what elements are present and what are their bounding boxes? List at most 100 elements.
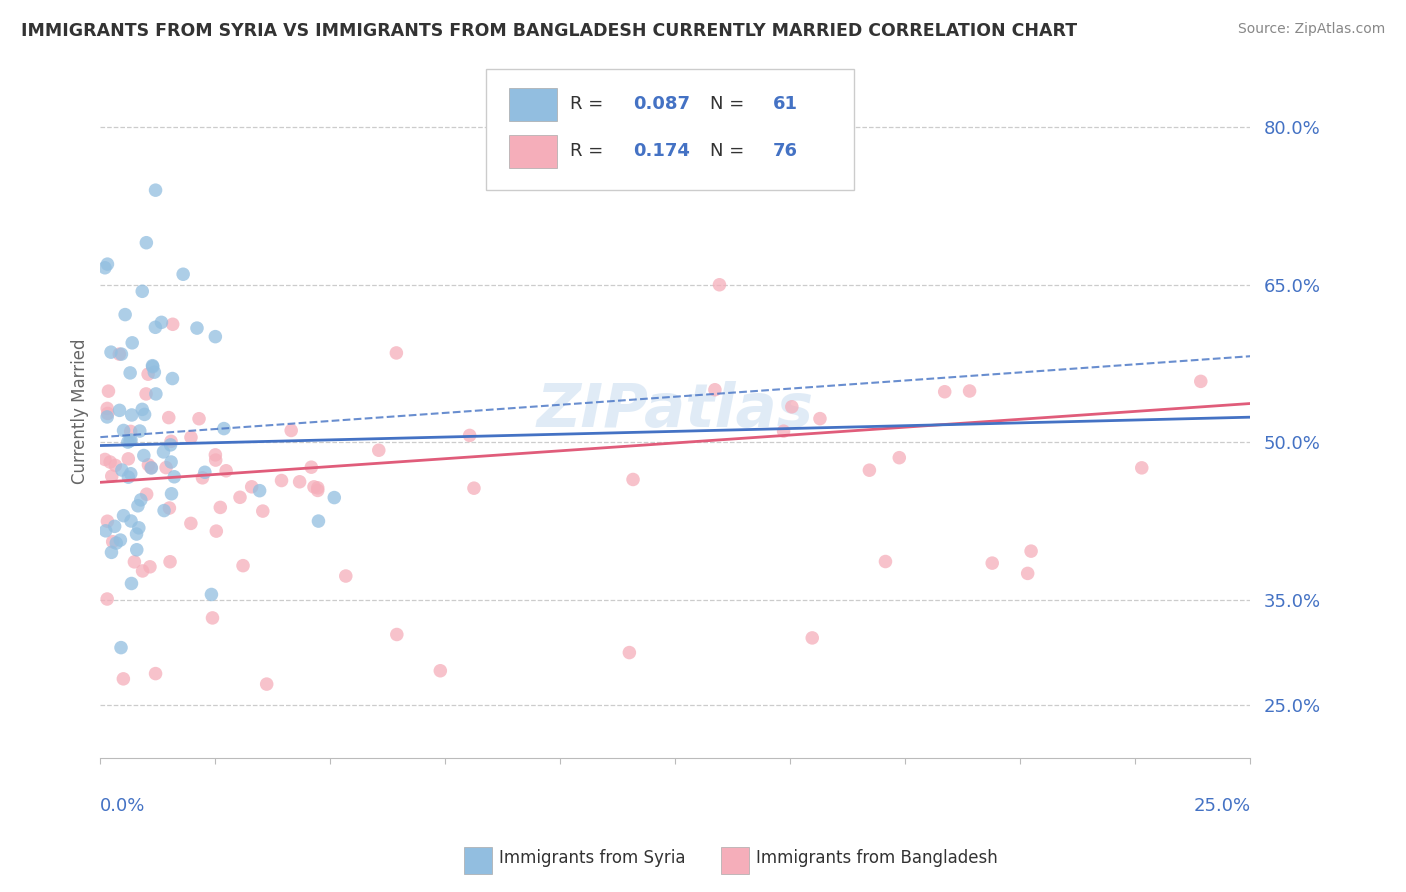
Point: [120, 366, 142, 380]
Point: [100, 345, 122, 359]
Point: [97, 384, 120, 399]
Point: [159, 555, 181, 569]
Point: [94, 524, 117, 538]
Text: Immigrants from Syria: Immigrants from Syria: [499, 849, 686, 867]
Point: [131, 564, 153, 578]
Point: [180, 430, 202, 444]
Point: [125, 542, 148, 557]
Point: [808, 411, 831, 425]
Point: [188, 411, 211, 425]
Text: 0.087: 0.087: [633, 95, 690, 113]
FancyBboxPatch shape: [485, 69, 853, 190]
Point: [120, 425, 142, 439]
Point: [145, 183, 167, 197]
Point: [96, 401, 118, 416]
Text: Immigrants from Bangladesh: Immigrants from Bangladesh: [756, 849, 998, 867]
Point: [110, 640, 132, 655]
Point: [110, 533, 132, 547]
Text: 0.0%: 0.0%: [100, 797, 146, 814]
Point: [129, 492, 152, 507]
Point: [110, 347, 132, 361]
Point: [152, 445, 174, 459]
Point: [145, 387, 167, 401]
Point: [96, 409, 118, 424]
Point: [121, 408, 143, 422]
Point: [153, 503, 176, 517]
Point: [889, 450, 911, 465]
Point: [201, 611, 224, 625]
Point: [142, 359, 165, 374]
Point: [104, 458, 127, 473]
Point: [128, 521, 150, 535]
Point: [117, 435, 139, 450]
Point: [186, 321, 208, 335]
Point: [772, 424, 794, 438]
Point: [458, 428, 481, 442]
Point: [108, 403, 131, 417]
Point: [131, 285, 153, 299]
Point: [121, 335, 143, 350]
Text: 25.0%: 25.0%: [1194, 797, 1250, 814]
Point: [212, 421, 235, 435]
Point: [249, 483, 271, 498]
Point: [780, 400, 803, 414]
Text: 0.174: 0.174: [633, 143, 690, 161]
Point: [127, 499, 149, 513]
Point: [307, 514, 329, 528]
Point: [136, 367, 159, 381]
Point: [98, 455, 121, 469]
FancyBboxPatch shape: [509, 135, 557, 168]
Point: [335, 569, 357, 583]
Point: [124, 555, 146, 569]
Point: [159, 438, 181, 452]
Text: R =: R =: [569, 95, 609, 113]
Point: [128, 424, 150, 438]
Point: [145, 666, 167, 681]
Point: [160, 434, 183, 449]
Text: R =: R =: [569, 143, 609, 161]
Point: [117, 451, 139, 466]
Point: [162, 318, 184, 332]
Point: [94, 452, 117, 467]
Point: [307, 483, 329, 498]
Point: [139, 460, 162, 475]
Point: [150, 315, 173, 329]
Point: [96, 592, 118, 607]
Point: [703, 383, 725, 397]
Point: [101, 534, 124, 549]
Point: [205, 524, 228, 538]
Point: [104, 519, 127, 533]
Point: [288, 475, 311, 489]
Point: [100, 469, 122, 483]
Point: [162, 371, 184, 385]
Point: [280, 424, 302, 438]
Point: [709, 277, 731, 292]
Point: [204, 453, 226, 467]
Point: [172, 267, 194, 281]
Point: [108, 347, 131, 361]
Point: [141, 359, 163, 373]
Point: [307, 481, 329, 495]
Point: [118, 434, 141, 448]
Point: [191, 471, 214, 485]
Point: [204, 448, 226, 462]
Point: [209, 500, 232, 515]
Point: [96, 257, 118, 271]
FancyBboxPatch shape: [509, 87, 557, 121]
Point: [114, 308, 136, 322]
Point: [204, 329, 226, 343]
Point: [112, 508, 135, 523]
Point: [1019, 544, 1042, 558]
Point: [252, 504, 274, 518]
Point: [229, 491, 252, 505]
Point: [135, 235, 157, 250]
Point: [141, 461, 163, 475]
Point: [200, 587, 222, 601]
Point: [367, 443, 389, 458]
Point: [981, 556, 1004, 570]
Point: [160, 487, 183, 501]
Point: [1130, 460, 1153, 475]
Point: [120, 433, 142, 447]
Point: [139, 559, 162, 574]
Point: [429, 664, 451, 678]
